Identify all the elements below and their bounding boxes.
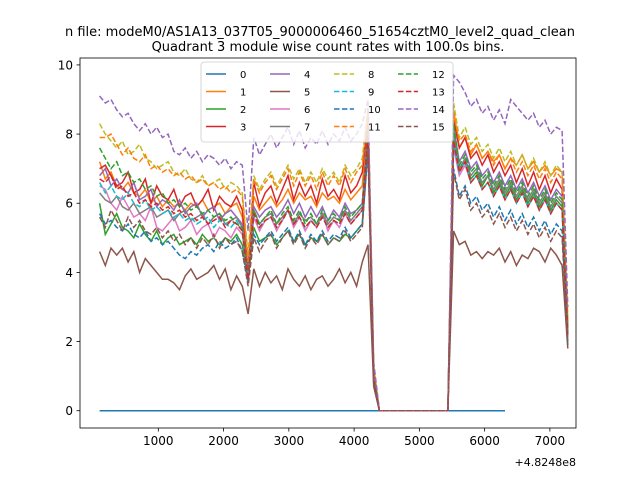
legend-label-3: 3 [240, 123, 246, 134]
y-tick-label: 6 [65, 197, 73, 211]
legend-label-9: 9 [368, 88, 374, 99]
x-tick-label: 7000 [535, 434, 566, 448]
series-line-5 [98, 230, 569, 412]
legend-label-5: 5 [304, 88, 310, 99]
y-tick-label: 2 [65, 335, 73, 349]
legend-label-7: 7 [304, 123, 310, 134]
y-tick-label: 10 [58, 58, 73, 72]
series-line-7 [99, 133, 569, 412]
series-line-13 [99, 134, 569, 412]
x-axis: 1000 2000 3000 4000 5000 6000 7000 [143, 428, 565, 448]
legend-frame [200, 61, 454, 143]
series-line-10 [98, 151, 569, 412]
series-line-12 [98, 123, 569, 412]
legend-label-8: 8 [368, 70, 374, 81]
y-tick-label: 0 [65, 404, 73, 418]
legend-label-14: 14 [432, 105, 445, 116]
legend-label-1: 1 [240, 88, 246, 99]
legend-label-11: 11 [368, 123, 381, 134]
x-tick-label: 3000 [274, 434, 305, 448]
y-axis: 0 2 4 6 8 10 [58, 58, 80, 418]
chart-title: Quadrant 3 module wise count rates with … [152, 40, 505, 55]
x-tick-label: 4000 [339, 434, 370, 448]
series-line-8 [98, 102, 569, 412]
x-tick-label: 2000 [208, 434, 239, 448]
legend-label-12: 12 [432, 70, 445, 81]
series-line-4 [99, 127, 569, 412]
legend-label-13: 13 [432, 88, 445, 99]
y-tick-label: 4 [65, 266, 73, 280]
series-line-11 [99, 109, 569, 412]
figure-suptitle: n file: modeM0/AS1A13_037T05_9000006460_… [65, 25, 575, 40]
legend-label-15: 15 [432, 123, 445, 134]
legend-label-2: 2 [240, 105, 246, 116]
legend-label-6: 6 [304, 105, 310, 116]
x-tick-label: 6000 [469, 434, 500, 448]
legend-label-10: 10 [368, 105, 381, 116]
legend-label-4: 4 [304, 70, 310, 81]
y-tick-label: 8 [65, 128, 73, 142]
x-offset-label: +4.8248e8 [515, 456, 576, 469]
series-line-3 [99, 116, 569, 412]
x-tick-label: 5000 [404, 434, 435, 448]
legend-label-0: 0 [240, 70, 246, 81]
x-tick-label: 1000 [143, 434, 174, 448]
